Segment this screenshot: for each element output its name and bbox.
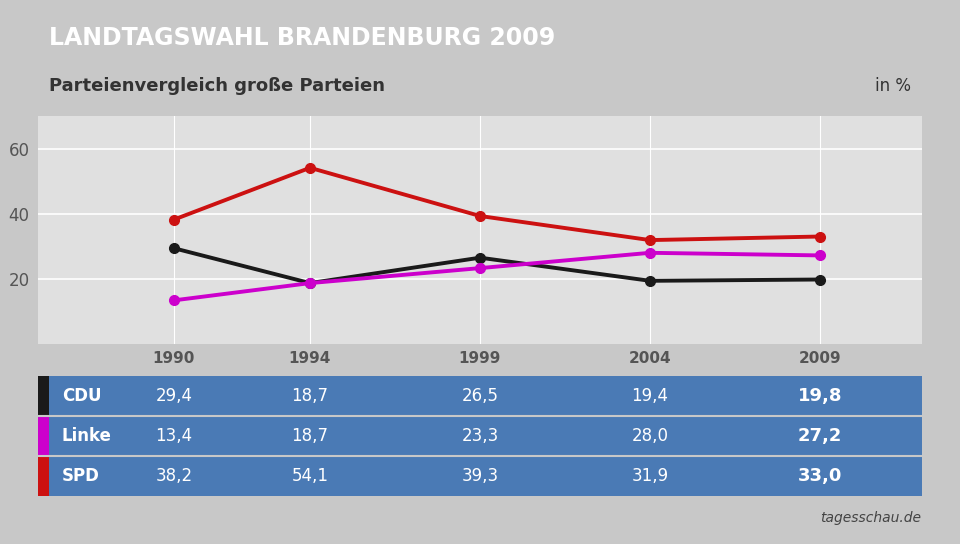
Text: 27,2: 27,2 — [798, 427, 842, 445]
Text: 18,7: 18,7 — [292, 387, 328, 405]
Text: 2009: 2009 — [799, 351, 841, 366]
Text: 29,4: 29,4 — [156, 387, 193, 405]
Text: SPD: SPD — [61, 467, 100, 485]
Text: Linke: Linke — [61, 427, 111, 445]
Text: 31,9: 31,9 — [632, 467, 668, 485]
Text: 39,3: 39,3 — [462, 467, 498, 485]
Text: 1999: 1999 — [459, 351, 501, 366]
Text: 54,1: 54,1 — [292, 467, 328, 485]
Text: 38,2: 38,2 — [156, 467, 193, 485]
Text: Parteienvergleich große Parteien: Parteienvergleich große Parteien — [49, 77, 385, 95]
Text: 19,8: 19,8 — [798, 387, 842, 405]
Text: 33,0: 33,0 — [798, 467, 842, 485]
Text: LANDTAGSWAHL BRANDENBURG 2009: LANDTAGSWAHL BRANDENBURG 2009 — [49, 26, 555, 50]
Bar — [38, 456, 49, 496]
Text: 28,0: 28,0 — [632, 427, 668, 445]
Text: 23,3: 23,3 — [462, 427, 498, 445]
Text: 26,5: 26,5 — [462, 387, 498, 405]
Text: 13,4: 13,4 — [156, 427, 193, 445]
Bar — [38, 376, 922, 416]
Text: 1994: 1994 — [289, 351, 331, 366]
Text: 18,7: 18,7 — [292, 427, 328, 445]
Text: 1990: 1990 — [153, 351, 195, 366]
Bar — [38, 416, 49, 456]
Bar — [38, 456, 922, 496]
Bar — [38, 416, 922, 456]
Text: tagesschau.de: tagesschau.de — [821, 511, 922, 524]
Text: CDU: CDU — [61, 387, 102, 405]
Text: 2004: 2004 — [629, 351, 671, 366]
Text: 19,4: 19,4 — [632, 387, 668, 405]
Text: in %: in % — [876, 77, 911, 95]
Bar — [38, 376, 49, 416]
